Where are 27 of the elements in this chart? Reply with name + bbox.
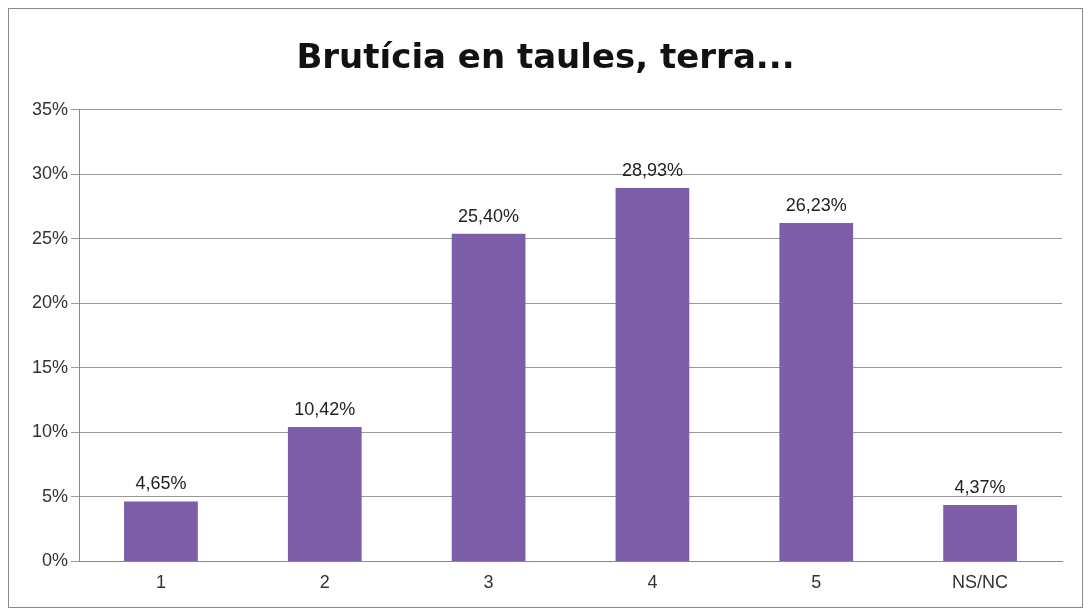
data-label: 4,37% <box>954 476 1006 497</box>
x-tick-label: NS/NC <box>952 572 1009 593</box>
data-label: 10,42% <box>294 398 356 419</box>
x-tick-label: 5 <box>811 572 822 593</box>
y-tick-label: 0% <box>42 550 69 571</box>
chart-title: Brutícia en taules, terra... <box>296 36 795 77</box>
data-label: 28,93% <box>621 160 683 181</box>
bar <box>124 501 198 561</box>
bar <box>451 233 526 561</box>
bar <box>615 188 690 561</box>
bar <box>287 426 362 561</box>
x-tick-label: 4 <box>647 572 658 593</box>
y-tick-label: 30% <box>32 163 69 184</box>
data-label: 25,40% <box>458 205 520 226</box>
x-tick-label: 3 <box>483 572 494 593</box>
y-tick-label: 35% <box>32 98 69 119</box>
bar <box>943 505 1017 561</box>
x-tick-label: 1 <box>155 572 166 593</box>
x-tick-label: 2 <box>319 572 330 593</box>
y-tick-label: 25% <box>32 227 69 248</box>
y-tick-label: 15% <box>32 356 69 377</box>
data-label: 4,65% <box>135 473 187 494</box>
bar <box>779 222 854 561</box>
data-label: 26,23% <box>785 194 847 215</box>
y-tick-label: 5% <box>42 485 69 506</box>
y-tick-label: 10% <box>32 421 69 442</box>
y-tick-label: 20% <box>32 292 69 313</box>
